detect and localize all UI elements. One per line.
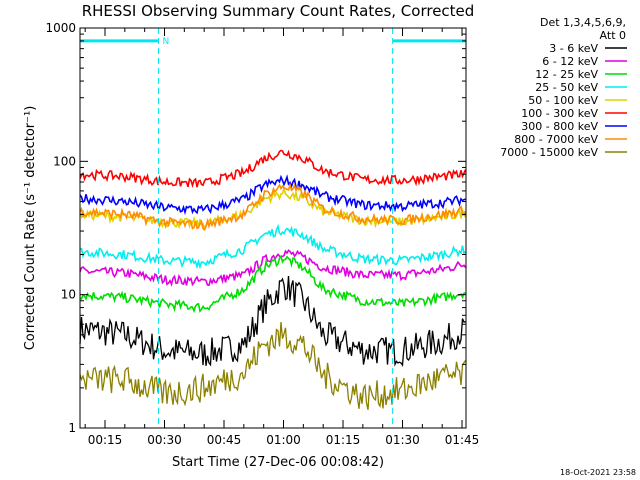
series-line-100-300-kev [79,149,467,188]
legend-label-800-7000-kev: 800 - 7000 keV [514,133,598,146]
series-lines [79,149,467,410]
y-axis: 1 10 100 1000 [45,21,466,435]
flag-marker-label-1: N [163,37,170,47]
x-axis-label: Start Time (27-Dec-06 00:08:42) [172,455,384,470]
x-tick-label-01-00: 01:00 [266,433,301,447]
legend-label-6-12-kev: 6 - 12 keV [542,55,598,68]
series-line-300-800-kev [79,174,466,216]
x-tick-label-01-15: 01:15 [326,433,361,447]
y-axis-label: Corrected Count Rate (s⁻¹ detector⁻¹) [23,106,38,351]
generation-timestamp: 18-Oct-2021 23:58 [560,468,636,477]
y-tick-label-1000: 1000 [45,21,76,35]
chart-title: RHESSI Observing Summary Count Rates, Co… [82,2,475,20]
y-tick-label-100: 100 [53,154,76,168]
series-line-7000-15000-kev [79,322,467,410]
y-tick-label-10: 10 [61,288,76,302]
legend-label-12-25-kev: 12 - 25 keV [535,68,598,81]
series-line-25-50-kev [79,223,467,270]
legend-label-25-50-kev: 25 - 50 keV [535,81,598,94]
x-tick-label-00-15: 00:15 [88,433,123,447]
plot-frame [79,27,467,429]
x-tick-label-01-30: 01:30 [385,433,420,447]
x-axis: 00:15 00:30 00:45 01:00 01:15 01:30 01:45 [84,28,480,447]
legend-label-300-800-kev: 300 - 800 keV [521,120,598,133]
series-line-6-12-kev [79,249,467,287]
legend-label-7000-15000-kev: 7000 - 15000 keV [500,146,598,159]
x-tick-label-00-30: 00:30 [147,433,182,447]
series-line-3-6-kev [79,275,466,367]
series-line-800-7000-kev [79,182,467,232]
legend-label-100-300-kev: 100 - 300 keV [521,107,598,120]
series-line-12-25-kev [79,254,466,314]
x-tick-label-01-45: 01:45 [445,433,480,447]
legend-label-50-100-kev: 50 - 100 keV [528,94,598,107]
legend-label-3-6-kev: 3 - 6 keV [549,42,598,55]
x-tick-label-00-45: 00:45 [207,433,242,447]
legend-header-line-1: Det 1,3,4,5,6,9, [540,16,626,29]
legend-header-line-2: Att 0 [600,29,626,42]
y-tick-label-1: 1 [68,421,76,435]
flag-markers: N [80,37,466,47]
